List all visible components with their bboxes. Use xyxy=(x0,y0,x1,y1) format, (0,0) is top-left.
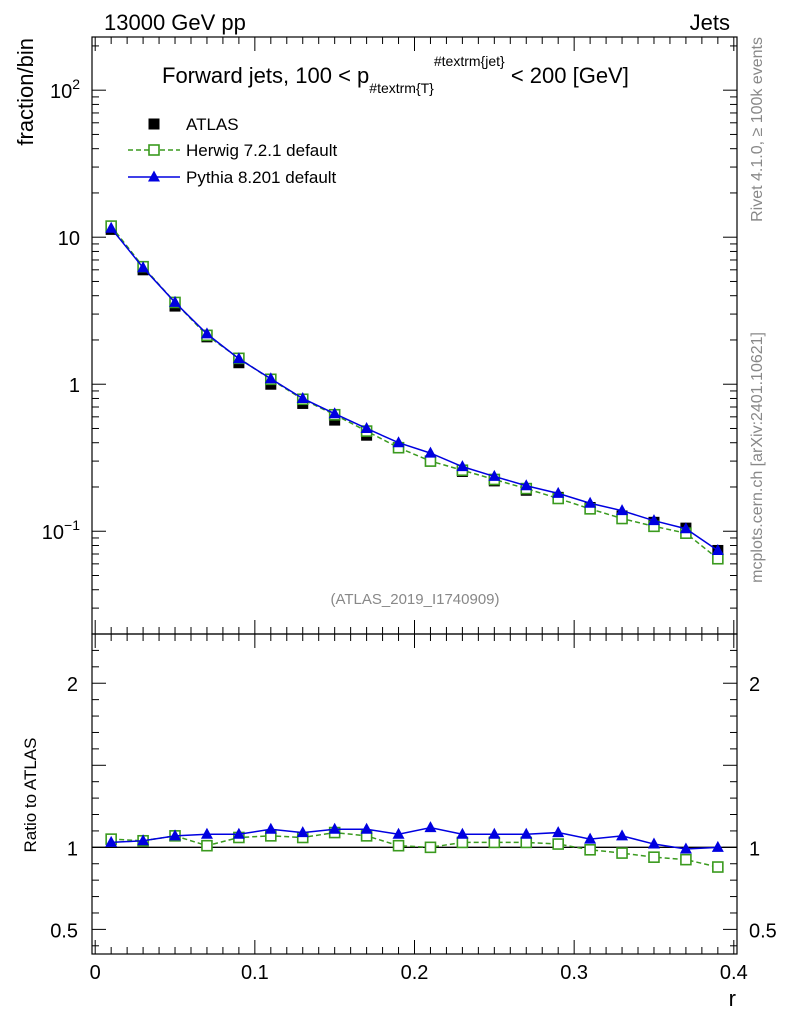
ratio-point xyxy=(264,822,277,834)
ratio-point xyxy=(169,829,182,841)
legend-entry: Herwig 7.2.1 default xyxy=(128,141,337,160)
ratio-plot-frame xyxy=(91,633,738,955)
ratio-point xyxy=(201,839,213,852)
header-collision: 13000 GeV pp xyxy=(104,10,246,35)
ratio-point xyxy=(296,826,309,838)
data-point xyxy=(711,543,724,555)
ratio-point xyxy=(232,827,245,839)
data-point xyxy=(424,446,437,458)
series-layer xyxy=(105,220,724,873)
ratio-point xyxy=(616,847,628,859)
series-pythia xyxy=(105,221,724,555)
data-point xyxy=(456,460,469,472)
y-tick-label: 10 xyxy=(58,228,80,250)
legend-marker xyxy=(148,144,160,156)
series-line xyxy=(110,227,719,552)
ratio-tick-label-right: 1 xyxy=(749,838,760,860)
series-atlas xyxy=(105,223,724,556)
ratio-point xyxy=(680,853,692,866)
ratio-point xyxy=(679,842,692,854)
ratio-point xyxy=(328,822,341,834)
ratio-point xyxy=(711,840,724,852)
data-point xyxy=(200,327,213,339)
ratio-point xyxy=(584,843,596,856)
legend-marker xyxy=(148,170,160,182)
legend: ATLAS Herwig 7.2.1 default Pythia 8.201 de… xyxy=(128,115,337,187)
x-tick-label: 0.1 xyxy=(241,962,269,984)
ratio-point xyxy=(392,827,405,839)
analysis-watermark: (ATLAS_2019_I1740909) xyxy=(330,591,499,608)
data-point xyxy=(712,552,724,565)
legend-entry: ATLAS xyxy=(148,115,239,134)
ratio-point xyxy=(424,841,437,854)
mcplots-label: mcplots.cern.ch [arXiv:2401.10621] xyxy=(749,332,766,583)
ratio-tick-label-right: 2 xyxy=(749,674,760,696)
ratio-tick-label-right: 0.5 xyxy=(749,920,777,942)
ratio-point xyxy=(105,835,118,847)
series-herwig xyxy=(105,220,724,565)
legend-marker xyxy=(148,118,160,130)
x-axis-label: r xyxy=(729,986,736,1011)
y-axis-label: fraction/bin xyxy=(13,38,38,146)
data-point xyxy=(616,504,629,516)
axes-layer: 0 0.1 0.2 0.3 0.4 10−1 1 10 102 0.5 0.5 1 1 2 2 xyxy=(42,37,777,984)
x-tick-label: 0 xyxy=(90,962,101,984)
data-point xyxy=(552,486,565,498)
ratio-point xyxy=(456,836,469,849)
data-point xyxy=(137,261,150,273)
ratio-point xyxy=(424,821,437,833)
ratio-point xyxy=(488,827,501,839)
ratio-point xyxy=(648,851,660,863)
data-point xyxy=(488,469,501,481)
ratio-line xyxy=(111,826,718,850)
data-point xyxy=(264,372,277,384)
series-line xyxy=(110,225,719,560)
ratio-point xyxy=(552,826,565,838)
ratio-point xyxy=(488,836,501,849)
ratio-point xyxy=(200,827,213,839)
ratio-point xyxy=(584,832,597,844)
data-point xyxy=(105,221,118,233)
ratio-point xyxy=(552,838,564,850)
data-point xyxy=(520,479,533,491)
x-tick-label: 0.4 xyxy=(720,962,748,984)
legend-label: Herwig 7.2.1 default xyxy=(186,141,337,160)
ratio-point xyxy=(616,829,629,841)
legend-entry: Pythia 8.201 default xyxy=(128,168,337,187)
ratio-tick-label: 0.5 xyxy=(50,920,78,942)
ratio-point xyxy=(360,822,373,834)
y-tick-label: 102 xyxy=(50,76,80,103)
header-process: Jets xyxy=(690,10,730,35)
ratio-point xyxy=(137,834,150,846)
data-point xyxy=(169,295,182,307)
data-point xyxy=(647,514,660,526)
ratio-point xyxy=(712,861,724,873)
data-point xyxy=(360,421,373,433)
ratio-point xyxy=(647,837,660,849)
ratio-tick-label: 1 xyxy=(67,838,78,860)
data-point xyxy=(328,407,341,419)
data-point xyxy=(296,391,309,403)
chart-title: Forward jets, 100 < p#textrm{T}#textrm{j… xyxy=(162,53,629,96)
ratio-line xyxy=(111,831,719,868)
y-tick-label: 1 xyxy=(69,375,80,397)
ratio-axis-label: Ratio to ATLAS xyxy=(21,738,40,853)
ratio-point xyxy=(456,827,469,839)
y-tick-label: 10−1 xyxy=(42,517,80,544)
ratio-point xyxy=(520,836,533,849)
data-point xyxy=(679,522,692,534)
data-point xyxy=(232,352,245,364)
data-point xyxy=(584,496,597,508)
data-point xyxy=(392,436,405,448)
ratio-point xyxy=(392,839,405,852)
legend-label: ATLAS xyxy=(186,115,239,134)
legend-label: Pythia 8.201 default xyxy=(186,168,337,187)
x-tick-label: 0.3 xyxy=(560,962,588,984)
x-tick-label: 0.2 xyxy=(401,962,429,984)
ratio-series-pythia xyxy=(105,821,724,854)
ratio-point xyxy=(520,827,533,839)
ratio-tick-label: 2 xyxy=(67,674,78,696)
rivet-version-label: Rivet 4.1.0, ≥ 100k events xyxy=(749,37,766,222)
